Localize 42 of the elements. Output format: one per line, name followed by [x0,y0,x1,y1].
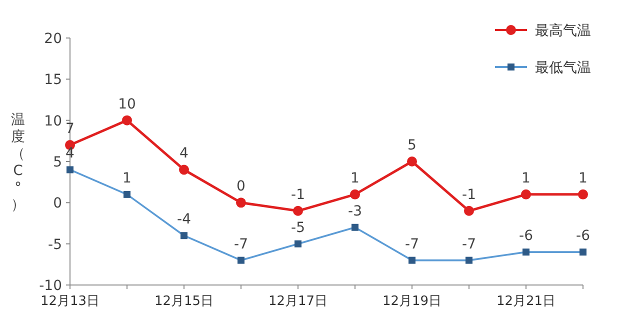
data-label: -3 [348,203,362,220]
x-tick-label: 12月13日 [40,294,100,309]
x-tick-label: 12月15日 [154,294,214,309]
data-label: -7 [405,236,419,252]
data-label: -6 [519,228,534,244]
point [293,206,303,216]
data-label: 1 [122,170,132,186]
data-label: 1 [350,170,360,186]
x-tick-label: 12月19日 [382,294,442,309]
x-tick-label: 12月21日 [496,294,556,309]
point [521,189,531,200]
data-label: 1 [578,170,588,186]
point [179,164,189,175]
point [464,206,474,216]
data-label: -4 [177,212,192,228]
legend-label: 最高气温 [535,23,591,39]
x-tick-label: 12月17日 [268,294,328,309]
data-label: -6 [576,228,590,244]
data-label: 0 [236,178,246,195]
data-label: 5 [408,138,416,154]
y-tick-label: 20 [44,31,62,47]
y-tick-label: -5 [48,236,62,253]
data-label: -5 [291,220,305,236]
y-axis-title: 温度（C°） [11,112,25,213]
data-label: -1 [462,186,476,203]
y-tick-label: 0 [53,196,62,212]
data-label: -7 [462,236,476,252]
point [236,198,246,208]
data-label: -7 [234,236,248,252]
point [122,115,132,126]
y-tick-label: 10 [44,113,62,130]
data-label: -1 [291,186,305,203]
point [350,189,360,200]
y-tick-label: 15 [44,72,62,88]
y-tick-label: 5 [53,154,62,170]
data-label: 10 [118,96,136,112]
data-label: 4 [180,146,189,162]
point [578,189,588,200]
point [407,156,417,166]
data-label: 1 [522,170,530,186]
legend-label: 最低气温 [535,60,591,76]
y-tick-label: -10 [39,278,62,294]
